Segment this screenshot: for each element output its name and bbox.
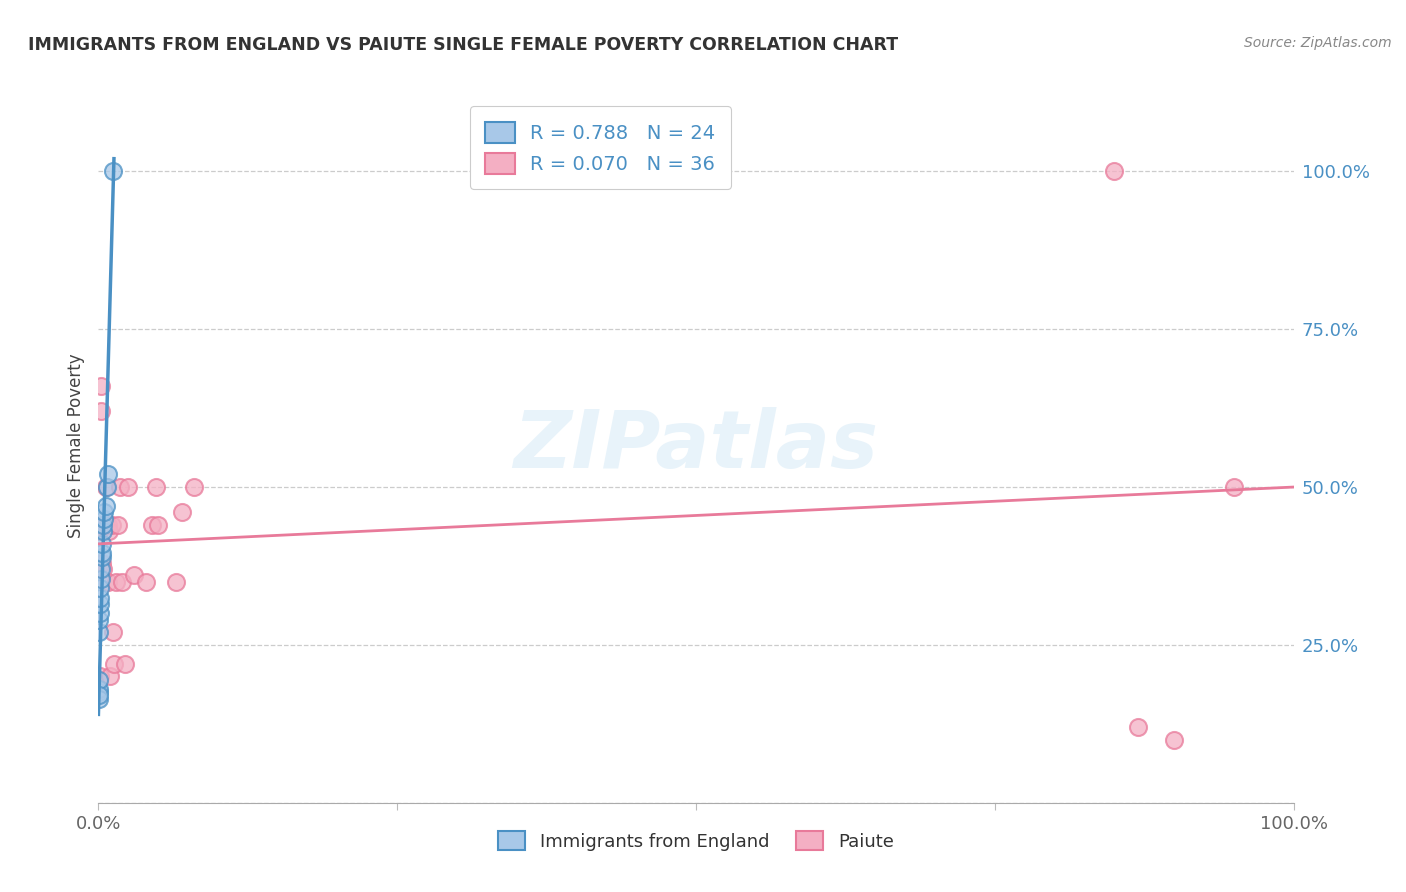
Text: ZIPatlas: ZIPatlas	[513, 407, 879, 485]
Point	[141, 517, 163, 532]
Point	[89, 591, 111, 605]
Point	[89, 607, 111, 621]
Point	[93, 511, 115, 525]
Point	[89, 597, 111, 611]
Point	[94, 499, 117, 513]
Point	[87, 689, 110, 703]
Point	[91, 517, 114, 532]
Point	[91, 524, 114, 539]
Point	[87, 524, 110, 539]
Point	[87, 691, 110, 706]
Y-axis label: Single Female Poverty: Single Female Poverty	[66, 354, 84, 538]
Point	[89, 613, 111, 627]
Point	[87, 673, 110, 687]
Point	[90, 572, 112, 586]
Point	[103, 657, 125, 671]
Point	[89, 669, 111, 683]
Point	[165, 574, 187, 589]
Point	[90, 404, 112, 418]
Point	[97, 574, 120, 589]
Point	[135, 574, 157, 589]
Point	[145, 480, 167, 494]
Point	[87, 524, 110, 539]
Point	[183, 480, 205, 494]
Point	[1128, 720, 1150, 734]
Point	[91, 562, 114, 576]
Point	[107, 517, 129, 532]
Point	[105, 574, 128, 589]
Point	[93, 517, 115, 532]
Point	[108, 480, 131, 494]
Text: IMMIGRANTS FROM ENGLAND VS PAIUTE SINGLE FEMALE POVERTY CORRELATION CHART: IMMIGRANTS FROM ENGLAND VS PAIUTE SINGLE…	[28, 36, 898, 54]
Point	[91, 556, 114, 570]
Text: Source: ZipAtlas.com: Source: ZipAtlas.com	[1244, 36, 1392, 50]
Point	[114, 657, 136, 671]
Point	[94, 480, 117, 494]
Point	[1104, 164, 1126, 178]
Point	[91, 537, 114, 551]
Point	[87, 682, 110, 697]
Point	[87, 685, 110, 699]
Point	[111, 574, 134, 589]
Point	[90, 379, 112, 393]
Point	[1223, 480, 1246, 494]
Point	[91, 549, 114, 564]
Point	[124, 568, 146, 582]
Point	[117, 480, 139, 494]
Point	[101, 164, 124, 178]
Point	[93, 505, 115, 519]
Point	[97, 467, 120, 482]
Point	[89, 581, 111, 595]
Point	[100, 517, 122, 532]
Point	[96, 517, 118, 532]
Point	[148, 517, 170, 532]
Point	[101, 625, 124, 640]
Point	[89, 625, 111, 640]
Point	[98, 524, 121, 539]
Point	[98, 669, 122, 683]
Point	[91, 517, 114, 532]
Point	[1163, 732, 1185, 747]
Legend: Immigrants from England, Paiute: Immigrants from England, Paiute	[484, 816, 908, 865]
Point	[97, 517, 120, 532]
Point	[90, 562, 112, 576]
Point	[172, 505, 194, 519]
Point	[91, 546, 114, 560]
Point	[96, 480, 118, 494]
